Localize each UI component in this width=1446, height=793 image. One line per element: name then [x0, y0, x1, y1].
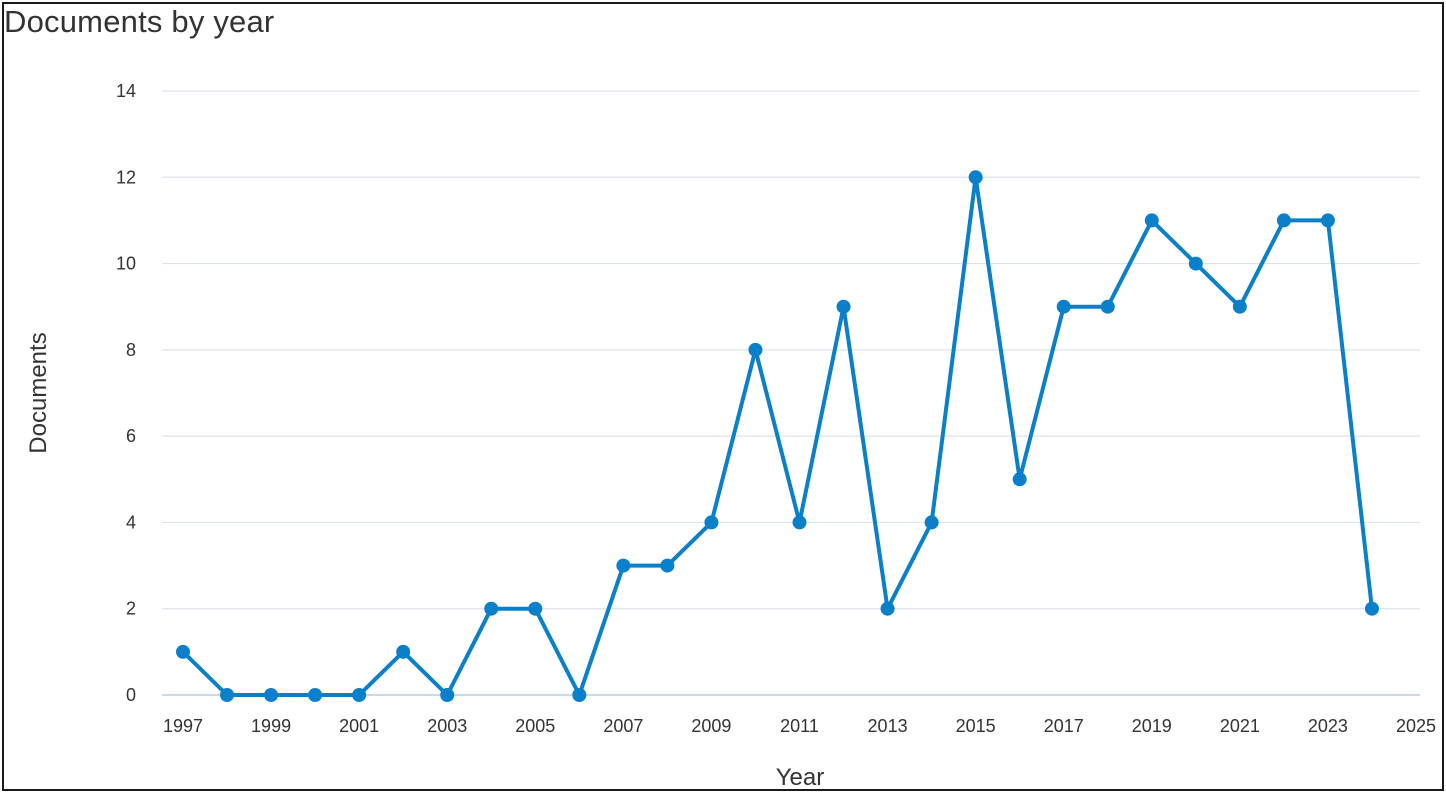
x-tick-label: 2025	[1396, 716, 1436, 736]
x-tick-label: 2021	[1220, 716, 1260, 736]
x-tick-label: 2023	[1308, 716, 1348, 736]
data-point-2022	[1276, 213, 1291, 228]
data-point-2024	[1364, 601, 1379, 616]
data-point-2019	[1144, 213, 1159, 228]
data-point-2002	[396, 644, 411, 659]
data-point-2020	[1188, 256, 1203, 271]
data-point-2007	[616, 558, 631, 573]
data-point-2008	[660, 558, 675, 573]
x-tick-label: 2019	[1132, 716, 1172, 736]
data-point-1997	[176, 644, 190, 659]
data-point-2005	[528, 601, 543, 616]
y-tick-label: 8	[126, 340, 136, 360]
x-tick-label: 2011	[780, 716, 819, 736]
data-point-2012	[836, 299, 851, 314]
gridlines	[162, 90, 1420, 696]
y-tick-label: 12	[116, 167, 136, 187]
y-axis-title: Documents	[25, 332, 52, 453]
x-tick-label: 2007	[603, 716, 643, 736]
data-point-1998	[220, 688, 235, 702]
chart-title: Documents by year	[4, 4, 275, 39]
data-point-2003	[440, 688, 455, 702]
x-axis-title: Year	[776, 764, 825, 791]
y-tick-label: 0	[126, 685, 136, 705]
x-tick-label: 2009	[691, 716, 731, 736]
y-tick-labels: 0 2 4 6 8 10 12 14	[116, 81, 136, 705]
x-tick-label: 1999	[251, 716, 291, 736]
data-point-2009	[704, 515, 719, 530]
y-tick-label: 6	[126, 426, 136, 446]
data-point-2011	[792, 515, 807, 530]
x-tick-label: 2003	[427, 716, 467, 736]
x-tick-label: 2015	[956, 716, 996, 736]
data-point-2021	[1232, 299, 1247, 314]
series-line	[181, 175, 1374, 697]
data-point-2004	[484, 601, 499, 616]
y-tick-label: 10	[116, 254, 136, 274]
x-tick-label: 2017	[1044, 716, 1084, 736]
data-point-2017	[1056, 299, 1071, 314]
x-tick-labels: 1997 1999 2001 2003 2005 2007 2009 2011 2013 2015…	[163, 716, 1436, 736]
data-point-2001	[352, 688, 367, 702]
data-point-2013	[880, 601, 895, 616]
data-point-2014	[924, 515, 939, 530]
data-point-2023	[1320, 213, 1335, 228]
x-tick-label: 2005	[515, 716, 555, 736]
data-point-2016	[1012, 472, 1027, 487]
data-point-2000	[308, 688, 323, 702]
data-point-1999	[264, 688, 279, 702]
x-tick-label: 2013	[868, 716, 908, 736]
data-point-2015	[968, 170, 983, 185]
data-point-2006	[572, 688, 587, 702]
x-tick-label: 2001	[339, 716, 379, 736]
data-point-2018	[1100, 299, 1115, 314]
y-tick-label: 14	[116, 81, 136, 101]
data-point-2010	[748, 342, 763, 357]
y-tick-label: 2	[126, 599, 136, 619]
series-group	[176, 170, 1379, 702]
y-tick-label: 4	[126, 512, 136, 532]
x-tick-label: 1997	[163, 716, 203, 736]
